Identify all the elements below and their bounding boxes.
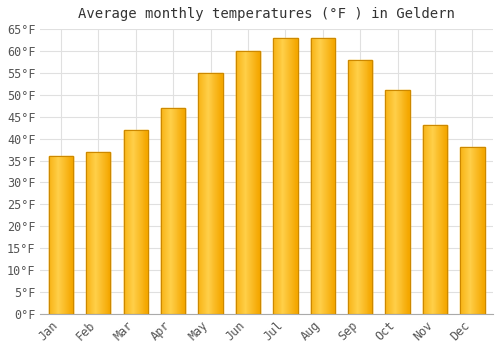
Bar — [161, 108, 186, 314]
Title: Average monthly temperatures (°F ) in Geldern: Average monthly temperatures (°F ) in Ge… — [78, 7, 455, 21]
Bar — [386, 90, 410, 314]
Bar — [348, 60, 372, 314]
Bar — [86, 152, 110, 314]
Bar — [273, 38, 297, 314]
Bar — [124, 130, 148, 314]
Bar — [236, 51, 260, 314]
Bar — [198, 73, 222, 314]
Bar — [460, 147, 484, 314]
Bar — [310, 38, 335, 314]
Bar — [48, 156, 73, 314]
Bar — [423, 125, 447, 314]
